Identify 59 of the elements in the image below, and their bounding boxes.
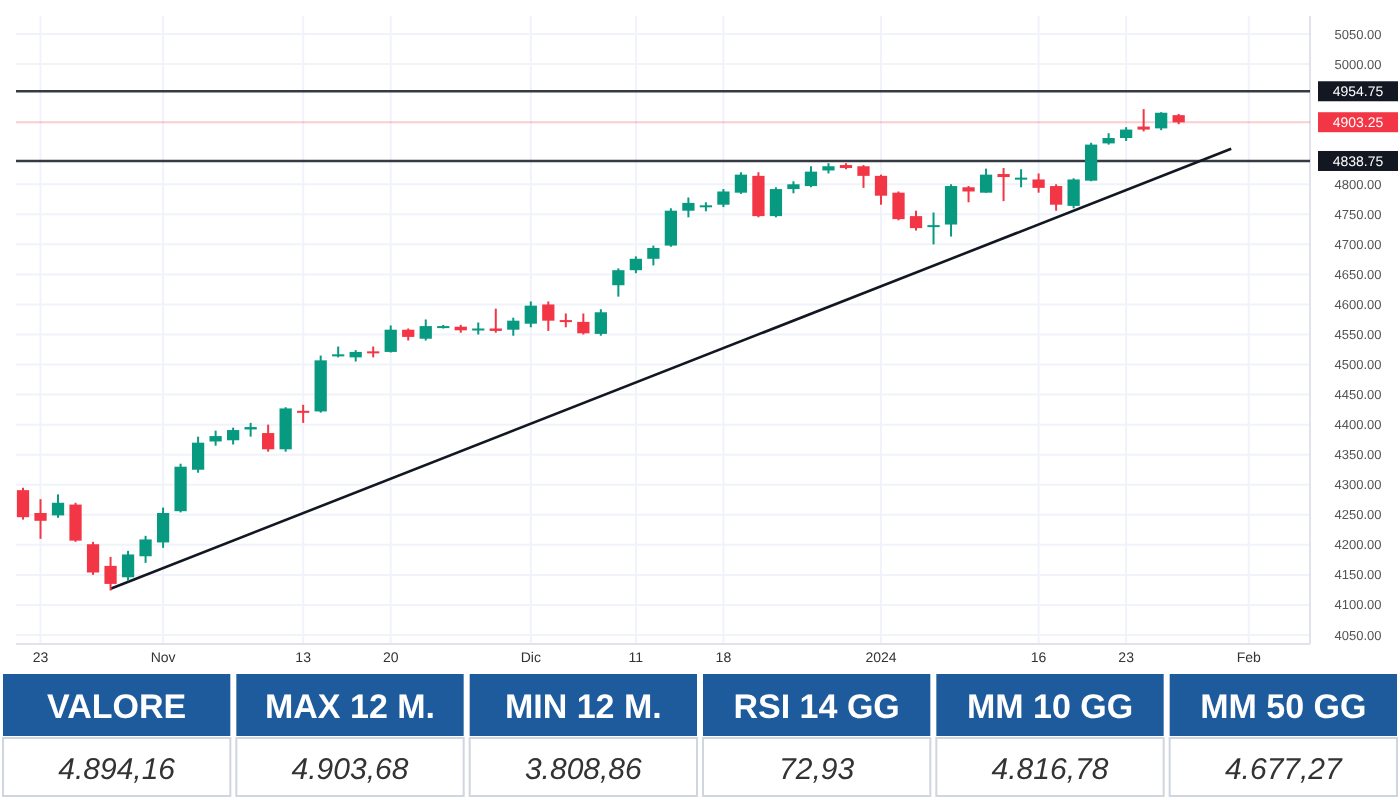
candlestick [717, 188, 730, 209]
candlestick [1084, 141, 1098, 183]
candlestick [472, 321, 485, 336]
category-label: VALORE [47, 687, 187, 726]
candlestick [892, 190, 905, 222]
candlestick [664, 207, 678, 248]
candlestick [16, 486, 30, 521]
candlestick [86, 540, 100, 576]
candlestick [139, 534, 152, 564]
candlestick [156, 506, 170, 549]
candlestick [69, 501, 82, 543]
candlestick [489, 307, 502, 334]
candlestick [909, 209, 923, 232]
candlestick [612, 267, 625, 298]
candlestick [769, 186, 783, 219]
category-label: RSI 14 GG [733, 687, 900, 726]
candlestick [419, 318, 432, 342]
candlestick [734, 171, 748, 195]
candlestick [279, 406, 292, 453]
candlestick [979, 167, 993, 194]
candlestick [927, 211, 940, 246]
candlestick [1155, 111, 1168, 132]
text: 4.894,16 [58, 752, 176, 787]
candlestick [51, 493, 65, 519]
candlestick [594, 308, 607, 337]
category-label: MAX 12 M. [264, 687, 436, 726]
candlestick [34, 498, 47, 540]
candlestick [1137, 108, 1150, 133]
candlestick [121, 549, 135, 582]
candlestick [804, 165, 818, 189]
category-label: MM 10 GG [966, 687, 1134, 726]
candlestick [1067, 177, 1080, 210]
text: 4.677,27 [1224, 752, 1342, 787]
candlestick [174, 462, 187, 514]
text: 4.816,78 [991, 752, 1109, 787]
candlestick [104, 555, 117, 592]
candlestick [297, 403, 310, 424]
candlestick [874, 173, 888, 206]
candlestick [682, 196, 695, 219]
candlestick [752, 171, 765, 219]
candlestick [857, 164, 870, 189]
text: 4.903,68 [291, 752, 409, 787]
candlestick [577, 312, 590, 336]
candlestick [262, 423, 275, 453]
category-label: MIN 12 M. [504, 687, 662, 726]
candlestick [997, 167, 1010, 203]
candlestick [191, 435, 205, 474]
candlestick [384, 324, 397, 354]
candlestick [944, 183, 958, 238]
candlestick [1049, 183, 1063, 212]
candlestick [542, 300, 555, 332]
candlestick [1014, 168, 1028, 189]
text: 72,93 [779, 752, 855, 787]
category-label: MM 50 GG [1200, 687, 1367, 726]
candlestick [647, 244, 660, 267]
candlestick [524, 300, 537, 329]
text: 3.808,86 [524, 752, 642, 787]
candlestick [507, 316, 520, 337]
candlestick [1032, 172, 1045, 194]
